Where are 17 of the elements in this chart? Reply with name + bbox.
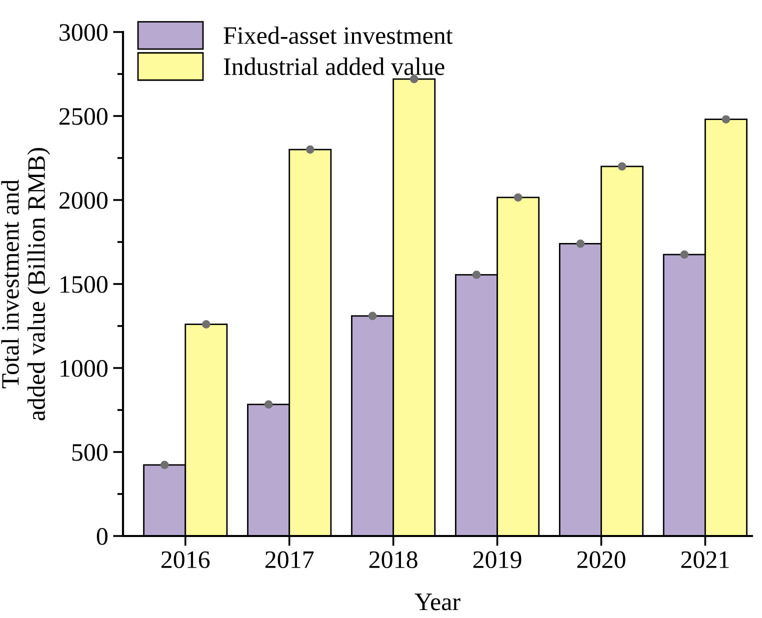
x-tick-label: 2020 xyxy=(577,551,626,568)
x-tick-label: 2016 xyxy=(161,551,210,568)
y-tick-label: 2500 xyxy=(60,108,108,125)
y-tick-label: 3000 xyxy=(60,24,108,41)
y-tick-label: 1500 xyxy=(60,276,108,293)
y-tick-label: 0 xyxy=(96,528,108,545)
x-tick-label: 2019 xyxy=(473,551,522,568)
y-tick-label: 2000 xyxy=(60,192,108,209)
x-tick-label: 2018 xyxy=(369,551,418,568)
x-tick-label: 2017 xyxy=(265,551,314,568)
y-tick-label: 1000 xyxy=(60,360,108,377)
x-axis-title: Year xyxy=(414,594,460,610)
y-axis-title: Total investment and added value (Billion RMB) xyxy=(1,148,50,420)
y-tick-label: 500 xyxy=(72,444,108,461)
legend-label: Industrial added value xyxy=(224,58,444,76)
x-tick-label: 2021 xyxy=(681,551,729,568)
legend-label: Fixed-asset investment xyxy=(224,26,453,44)
